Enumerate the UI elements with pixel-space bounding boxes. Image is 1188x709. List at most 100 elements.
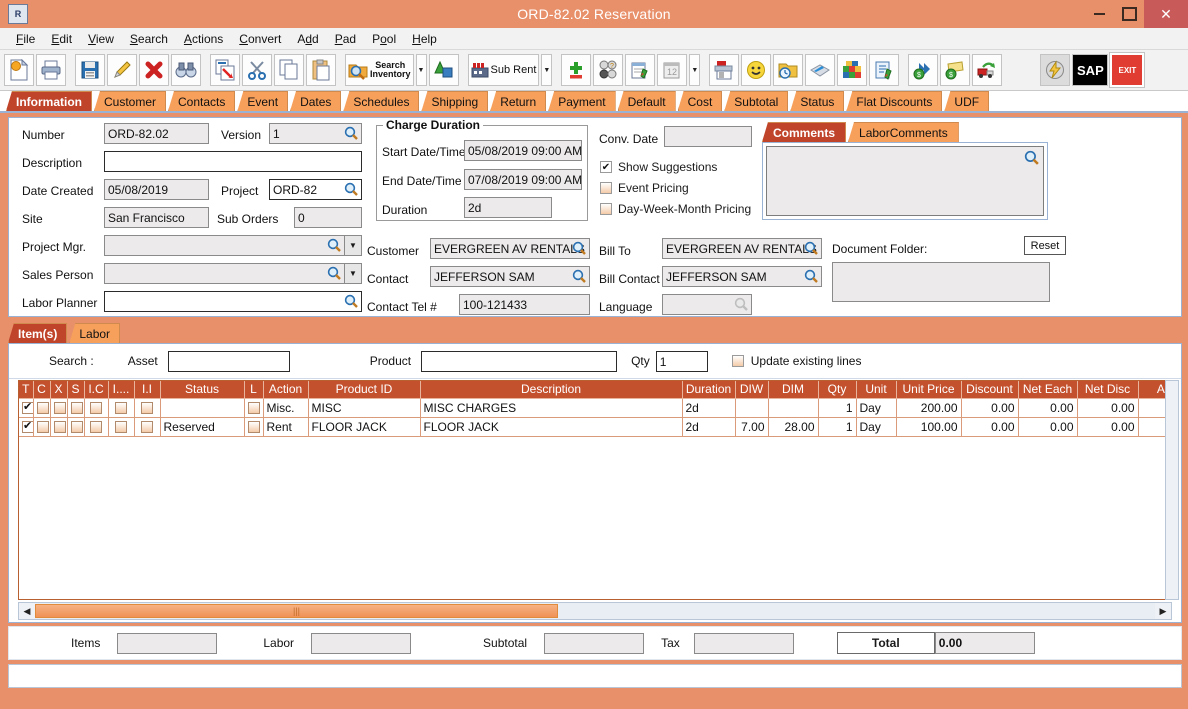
asset-input[interactable]: [167, 350, 290, 372]
event-pricing-checkbox[interactable]: [600, 182, 612, 194]
delete-x-icon[interactable]: [139, 54, 169, 86]
document-folder-field[interactable]: [832, 262, 1050, 302]
tab-dates[interactable]: Dates: [290, 91, 342, 111]
checkbox-x[interactable]: [53, 421, 66, 434]
update-existing-lines-checkbox[interactable]: [731, 355, 744, 367]
column-header-i4[interactable]: I....: [108, 381, 135, 399]
cut-scissors-icon[interactable]: [242, 54, 272, 86]
project-mgr-field[interactable]: [104, 235, 345, 256]
menu-item-actions[interactable]: Actions: [183, 31, 224, 46]
cell-status[interactable]: [160, 398, 245, 418]
cell-discount[interactable]: 0.00: [961, 398, 1019, 418]
cell-net_each[interactable]: 0.00: [1018, 417, 1078, 437]
day-week-month-pricing-row[interactable]: Day-Week-Month Pricing: [600, 202, 751, 216]
end-datetime-field[interactable]: 07/08/2019 09:00 AM: [464, 169, 582, 190]
cell-unit[interactable]: Day: [856, 398, 897, 418]
column-header-ic[interactable]: I.C: [84, 381, 109, 399]
copy-icon[interactable]: [274, 54, 304, 86]
save-icon[interactable]: [75, 54, 105, 86]
cell-status[interactable]: Reserved: [160, 417, 245, 437]
column-header-net_disc[interactable]: Net Disc: [1077, 381, 1139, 399]
checkbox-c[interactable]: [36, 421, 49, 434]
cell-discount[interactable]: 0.00: [961, 417, 1019, 437]
tab-customer[interactable]: Customer: [94, 91, 167, 111]
scroll-thumb[interactable]: |||: [35, 604, 558, 618]
column-header-s[interactable]: S: [67, 381, 85, 399]
tab-items[interactable]: Item(s): [8, 323, 68, 343]
edit-note-icon[interactable]: [869, 54, 900, 86]
equipment-icon[interactable]: [428, 54, 459, 86]
invoice-icon[interactable]: [709, 54, 740, 86]
cell-diw[interactable]: [735, 398, 769, 418]
contact-field[interactable]: JEFFERSON SAM: [430, 266, 590, 287]
contacts-icon[interactable]: ?: [593, 54, 624, 86]
checkbox-i4[interactable]: [115, 421, 127, 434]
cell-c[interactable]: [33, 398, 51, 418]
start-datetime-field[interactable]: 05/08/2019 09:00 AM: [464, 140, 582, 161]
maximize-button[interactable]: [1114, 0, 1144, 28]
date-created-field[interactable]: 05/08/2019: [104, 179, 209, 200]
column-header-x[interactable]: X: [50, 381, 68, 399]
conv-date-field[interactable]: [664, 126, 752, 147]
cell-s[interactable]: [67, 398, 85, 418]
checkbox-ic[interactable]: [90, 402, 102, 415]
cell-x[interactable]: [50, 398, 68, 418]
sub-orders-field[interactable]: 0: [294, 207, 362, 228]
day-week-month-pricing-checkbox[interactable]: [600, 203, 612, 215]
cell-description[interactable]: FLOOR JACK: [420, 417, 683, 437]
new-document-icon[interactable]: [4, 54, 34, 86]
project-field[interactable]: ORD-82: [269, 179, 362, 200]
column-header-ii[interactable]: I.I: [134, 381, 161, 399]
column-header-product_id[interactable]: Product ID: [308, 381, 421, 399]
customer-field[interactable]: EVERGREEN AV RENTALS: [430, 238, 590, 259]
folder-clock-icon[interactable]: [773, 54, 804, 86]
description-field[interactable]: [104, 151, 362, 172]
cell-ii[interactable]: [134, 417, 161, 437]
sap-button[interactable]: SAP: [1072, 54, 1109, 86]
checkbox-t[interactable]: [22, 400, 32, 415]
menu-item-view[interactable]: View: [88, 31, 114, 46]
reset-button[interactable]: Reset: [1024, 236, 1066, 255]
search-icon[interactable]: [344, 182, 359, 197]
grid-horizontal-scrollbar[interactable]: ◀ ||| ▶: [18, 602, 1172, 620]
cell-net_disc[interactable]: 0.00: [1077, 417, 1139, 437]
menu-item-file[interactable]: FFileile: [16, 31, 36, 46]
menu-item-search[interactable]: Search: [129, 31, 168, 46]
document-arrow-icon[interactable]: [210, 54, 240, 86]
column-header-status[interactable]: Status: [160, 381, 245, 399]
checkbox-x[interactable]: [53, 402, 66, 415]
cell-c[interactable]: [33, 417, 51, 437]
cell-duration[interactable]: 2d: [682, 398, 736, 418]
inventory-cube-icon[interactable]: [837, 54, 868, 86]
cell-i4[interactable]: [108, 417, 135, 437]
checkbox-l[interactable]: [247, 421, 260, 434]
product-input[interactable]: [421, 350, 618, 372]
cell-net_disc[interactable]: 0.00: [1077, 398, 1139, 418]
tab-shipping[interactable]: Shipping: [421, 91, 489, 111]
menu-item-edit[interactable]: Edit: [51, 31, 73, 46]
checkbox-ii[interactable]: [141, 421, 153, 434]
print-icon[interactable]: [36, 54, 66, 86]
number-field[interactable]: ORD-82.02: [104, 123, 209, 144]
show-suggestions-row[interactable]: ✔ Show Suggestions: [600, 160, 717, 174]
column-header-duration[interactable]: Duration: [682, 381, 736, 399]
comments-box[interactable]: [762, 142, 1048, 220]
tab-status[interactable]: Status: [790, 91, 845, 111]
cell-i4[interactable]: [108, 398, 135, 418]
cell-qty[interactable]: 1: [818, 417, 857, 437]
search-icon[interactable]: [344, 294, 359, 309]
search-icon[interactable]: [804, 269, 819, 284]
cell-action[interactable]: Misc.: [263, 398, 309, 418]
checkbox-ii[interactable]: [141, 402, 153, 415]
tab-udf[interactable]: UDF: [944, 91, 990, 111]
cell-ii[interactable]: [134, 398, 161, 418]
scroll-left-arrow[interactable]: ◀: [19, 603, 35, 619]
search-icon[interactable]: [327, 238, 342, 253]
exit-button[interactable]: EXIT: [1109, 52, 1146, 88]
tab-contacts[interactable]: Contacts: [168, 91, 236, 111]
checkbox-l[interactable]: [247, 402, 260, 415]
cell-ic[interactable]: [84, 398, 109, 418]
cell-t[interactable]: [19, 417, 34, 437]
search-icon[interactable]: [327, 266, 342, 281]
money-doc-icon[interactable]: $: [940, 54, 971, 86]
